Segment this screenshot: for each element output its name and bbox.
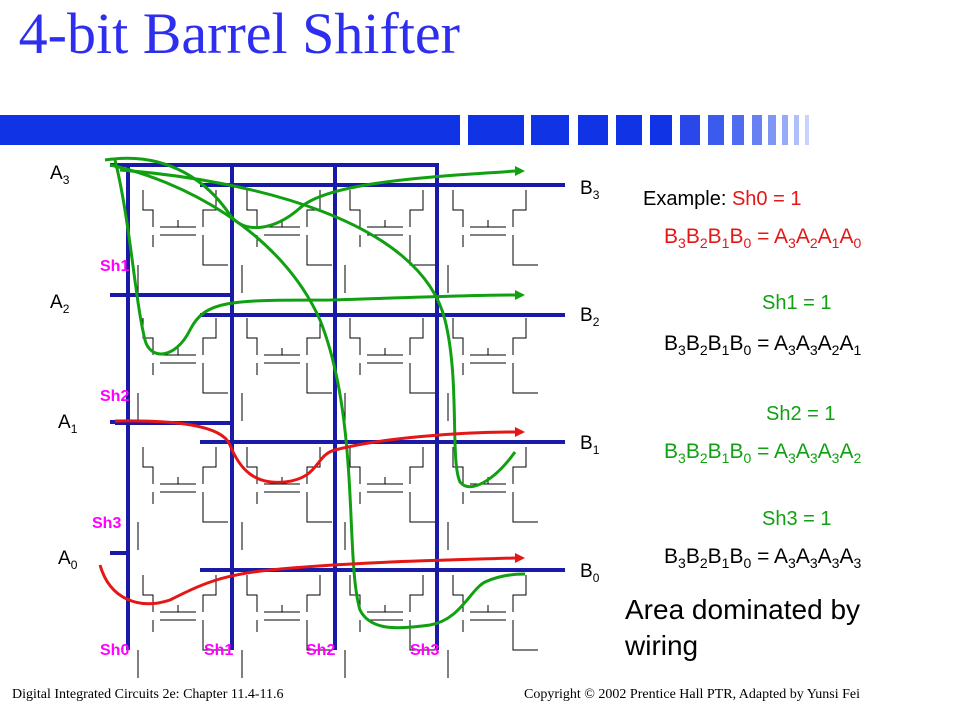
example-2-caption: Sh2 = 1 <box>766 403 836 425</box>
arrowhead <box>515 166 525 176</box>
example-3-equation: B3B2B1B0 = A3A3A3A3 <box>664 545 862 572</box>
green-path-sh1-a2 <box>113 159 516 356</box>
pass-transistor-cell <box>447 190 538 293</box>
pass-transistor-cell <box>137 575 228 678</box>
pass-transistor-cell <box>137 447 228 550</box>
output-b3-label: B3 <box>580 178 600 202</box>
arrowhead <box>515 427 525 437</box>
example-0-caption: Example: Sh0 = 1 <box>643 188 802 210</box>
output-b2-label: B2 <box>580 305 600 329</box>
slide-title: 4-bit Barrel Shifter <box>18 1 460 66</box>
example-3-caption: Sh3 = 1 <box>762 508 832 530</box>
green-path-sh1-a3 <box>104 156 516 230</box>
side-shift-label-sh3: Sh3 <box>92 515 122 532</box>
output-b0-label: B0 <box>580 561 600 585</box>
pass-transistor-cell <box>137 190 228 293</box>
pass-transistor-cell <box>241 318 332 421</box>
example-0-equation: B3B2B1B0 = A3A2A1A0 <box>664 225 862 252</box>
example-2-equation: B3B2B1B0 = A3A3A3A2 <box>664 440 862 467</box>
red-path-sh0-a1 <box>114 419 516 484</box>
footer-left: Digital Integrated Circuits 2e: Chapter … <box>12 687 284 702</box>
area-note: Area dominated by wiring <box>625 594 861 661</box>
bus-wire <box>110 163 439 650</box>
arrowhead <box>515 290 525 300</box>
input-a2-label: A2 <box>50 292 70 316</box>
bus-wire <box>110 551 130 650</box>
pass-transistor-cell <box>344 575 435 678</box>
bottom-shift-label-sh3: Sh3 <box>410 642 440 659</box>
bottom-shift-label-sh0: Sh0 <box>100 642 130 659</box>
pass-transistor-cell <box>447 447 538 550</box>
bus-wire <box>110 420 130 650</box>
pass-transistor-cell <box>344 447 435 550</box>
pass-transistor-cell <box>241 190 332 293</box>
example-1-caption: Sh1 = 1 <box>762 292 832 314</box>
output-b1-label: B1 <box>580 433 600 457</box>
input-a3-label: A3 <box>50 163 70 187</box>
green-path-sh2 <box>119 168 517 489</box>
side-shift-label-sh2: Sh2 <box>100 388 130 405</box>
example-1-equation: B3B2B1B0 = A3A3A2A1 <box>664 332 862 359</box>
pass-transistor-cell <box>447 575 538 678</box>
arrowhead <box>515 553 525 563</box>
bottom-shift-label-sh1: Sh1 <box>204 642 234 659</box>
pass-transistor-cell <box>241 575 332 678</box>
input-a0-label: A0 <box>58 548 78 572</box>
footer-right: Copyright © 2002 Prentice Hall PTR, Adap… <box>524 687 860 702</box>
pass-transistor-cell <box>344 190 435 293</box>
side-shift-label-sh1: Sh1 <box>100 258 130 275</box>
pass-transistor-cell <box>344 318 435 421</box>
input-a1-label: A1 <box>58 412 78 436</box>
pass-transistor-cell <box>447 318 538 421</box>
red-path-sh0-a0 <box>98 556 516 606</box>
pass-transistor-cell <box>137 318 228 421</box>
bottom-shift-label-sh2: Sh2 <box>306 642 336 659</box>
green-path-sh3 <box>109 163 526 630</box>
